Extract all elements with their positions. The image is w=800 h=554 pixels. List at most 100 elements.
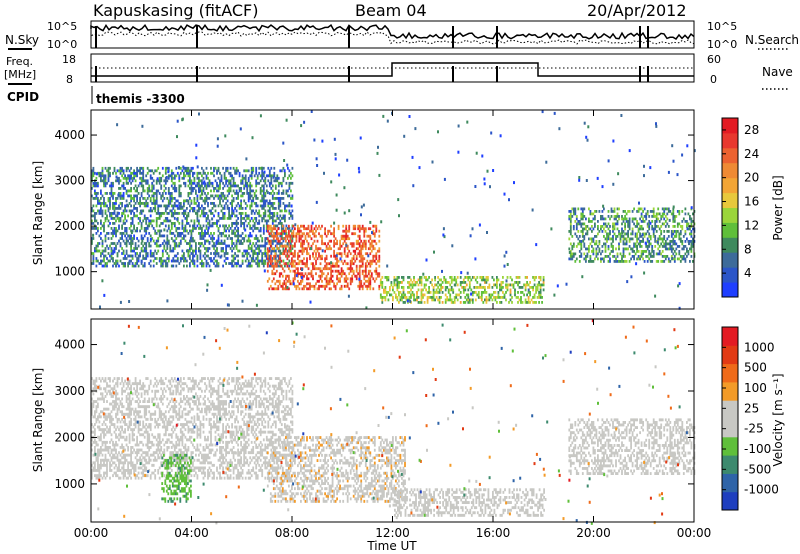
heatmap-cell: [91, 407, 93, 411]
heatmap-cell: [276, 217, 279, 220]
heatmap-cell: [349, 267, 352, 271]
heatmap-cell: [91, 438, 93, 442]
noise-point: [224, 134, 227, 138]
heatmap-cell: [240, 199, 242, 203]
heatmap-cell: [627, 232, 629, 236]
heatmap-cell: [183, 234, 185, 238]
heatmap-cell: [330, 287, 332, 291]
heatmap-cell: [173, 174, 176, 178]
heatmap-cell: [663, 235, 666, 238]
heatmap-cell: [231, 202, 233, 205]
heatmap-cell: [110, 249, 113, 253]
heatmap-cell: [219, 217, 221, 220]
heatmap-cell: [646, 260, 649, 263]
heatmap-cell: [155, 239, 158, 243]
heatmap-cell: [134, 207, 137, 210]
heatmap-cell: [660, 215, 663, 218]
heatmap-cell: [279, 252, 282, 255]
heatmap-cell: [280, 209, 283, 213]
noise-point: [333, 137, 336, 141]
heatmap-cell: [288, 239, 290, 243]
heatmap-cell: [367, 284, 370, 288]
heatmap-cell: [131, 237, 134, 240]
heatmap-cell: [524, 283, 527, 287]
heatmap-cell: [290, 197, 292, 200]
heatmap-cell: [119, 194, 122, 198]
heatmap-cell: [151, 202, 154, 205]
heatmap-cell: [346, 252, 349, 256]
heatmap-cell: [349, 282, 352, 286]
heatmap-cell: [666, 247, 669, 251]
heatmap-cell: [107, 389, 110, 393]
heatmap-cell: [228, 224, 230, 228]
heatmap-cell: [253, 259, 256, 263]
heatmap-cell: [264, 237, 267, 240]
heatmap-cell: [119, 259, 122, 263]
heatmap-cell: [178, 194, 181, 198]
heatmap-cell: [452, 301, 455, 304]
noise-point: [266, 191, 269, 195]
heatmap-cell: [672, 217, 675, 221]
heatmap-cell: [417, 278, 420, 282]
heatmap-cell: [393, 281, 396, 284]
heatmap-cell: [259, 229, 262, 233]
heatmap-cell: [352, 232, 355, 236]
heatmap-cell: [130, 237, 132, 240]
heatmap-cell: [339, 247, 341, 251]
heatmap-cell: [369, 234, 372, 238]
heatmap-cell: [577, 237, 580, 241]
heatmap-cell: [273, 197, 276, 200]
heatmap-cell: [594, 235, 596, 238]
heatmap-cell: [408, 281, 411, 284]
heatmap-cell: [211, 222, 214, 225]
heatmap-cell: [360, 284, 363, 288]
heatmap-cell: [389, 286, 391, 289]
heatmap-cell: [201, 174, 203, 178]
heatmap-cell: [222, 194, 224, 198]
heatmap-cell: [633, 255, 635, 258]
heatmap-cell: [655, 220, 658, 223]
heatmap-cell: [166, 239, 169, 243]
heatmap-cell: [499, 301, 501, 304]
heatmap-cell: [675, 232, 678, 236]
heatmap-cell: [134, 247, 137, 250]
heatmap-cell: [146, 217, 149, 220]
heatmap-cell: [98, 234, 101, 238]
heatmap-cell: [348, 267, 351, 271]
heatmap-cell: [591, 250, 593, 253]
heatmap-cell: [143, 204, 146, 208]
heatmap-cell: [98, 448, 101, 452]
heatmap-cell: [232, 179, 235, 183]
heatmap-cell: [112, 181, 114, 185]
heatmap-cell: [283, 249, 286, 253]
heatmap-cell: [488, 283, 491, 287]
heatmap-cell: [300, 249, 302, 253]
heatmap-cell: [116, 252, 119, 255]
heatmap-cell: [104, 443, 107, 447]
heatmap-cell: [151, 224, 154, 228]
heatmap-cell: [109, 428, 111, 432]
heatmap-cell: [670, 235, 673, 238]
heatmap-cell: [616, 227, 619, 231]
heatmap-cell: [309, 284, 311, 288]
heatmap-cell: [291, 252, 293, 256]
heatmap-cell: [526, 281, 528, 284]
heatmap-cell: [152, 254, 155, 258]
heatmap-cell: [277, 217, 280, 220]
heatmap-cell: [284, 214, 286, 218]
heatmap-cell: [223, 254, 226, 258]
noise-point: [335, 254, 338, 258]
heatmap-cell: [103, 433, 105, 437]
heatmap-cell: [464, 296, 467, 299]
heatmap-cell: [205, 264, 208, 268]
heatmap-cell: [184, 199, 187, 203]
heatmap-cell: [324, 284, 326, 288]
heatmap-cell: [331, 274, 334, 278]
heatmap-cell: [97, 199, 99, 203]
heatmap-cell: [172, 247, 175, 250]
heatmap-cell: [652, 207, 655, 211]
heatmap-cell: [333, 229, 335, 233]
heatmap-cell: [181, 224, 184, 228]
heatmap-cell: [225, 247, 227, 250]
heatmap-cell: [298, 249, 301, 253]
